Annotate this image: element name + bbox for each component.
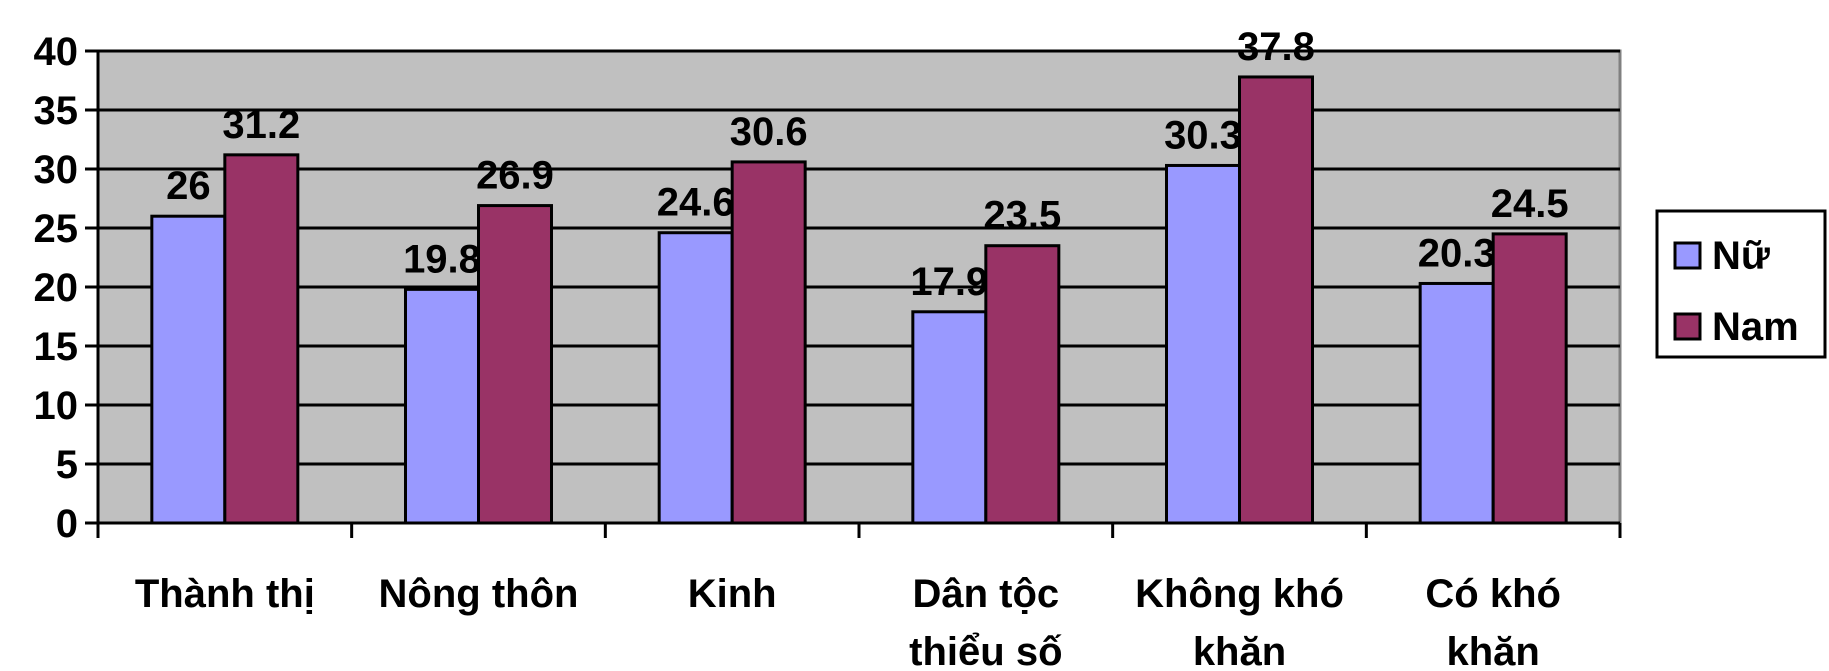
data-label: 26 <box>166 164 211 208</box>
x-category-label: Nông thôn <box>379 572 579 616</box>
data-label: 31.2 <box>222 103 300 147</box>
data-label: 17.9 <box>910 260 988 304</box>
legend-swatch <box>1675 314 1700 339</box>
y-tick-label: 30 <box>34 148 79 192</box>
data-label: 30.3 <box>1164 113 1242 157</box>
x-category-label: Kinh <box>688 572 777 616</box>
bar-nu <box>406 289 479 523</box>
x-category-label: Không khó <box>1135 572 1344 616</box>
data-label: 23.5 <box>983 194 1061 238</box>
bar-nu <box>913 312 986 523</box>
y-tick-label: 0 <box>56 502 78 546</box>
bar-nam <box>479 206 552 523</box>
data-label: 20.3 <box>1418 231 1496 275</box>
legend-swatch <box>1675 243 1700 268</box>
y-tick-label: 35 <box>34 89 79 133</box>
bar-nam <box>732 162 805 523</box>
data-label: 24.5 <box>1491 182 1569 226</box>
bar-nam <box>1493 234 1566 523</box>
bar-nam <box>986 246 1059 523</box>
data-label: 19.8 <box>403 237 481 281</box>
y-tick-label: 20 <box>34 266 79 310</box>
data-label: 24.6 <box>657 181 735 225</box>
y-tick-label: 10 <box>34 384 79 428</box>
x-category-label: khăn <box>1193 630 1286 671</box>
y-tick-label: 40 <box>34 30 79 74</box>
data-label: 37.8 <box>1237 25 1315 69</box>
bar-nam <box>225 155 298 523</box>
y-tick-label: 5 <box>56 443 78 487</box>
bar-nu <box>1167 165 1240 523</box>
y-tick-label: 25 <box>34 207 79 251</box>
x-category-label: thiểu số <box>909 630 1062 671</box>
x-category-label: khăn <box>1446 630 1539 671</box>
legend-label: Nữ <box>1712 234 1770 278</box>
data-label: 26.9 <box>476 154 554 198</box>
data-label: 30.6 <box>730 110 808 154</box>
x-category-label: Có khó <box>1425 572 1561 616</box>
bar-nu <box>1420 283 1493 523</box>
legend-label: Nam <box>1712 305 1799 349</box>
bar-nam <box>1240 77 1313 523</box>
x-category-label: Thành thị <box>135 572 315 616</box>
bar-nu <box>152 216 225 523</box>
bar-nu <box>659 233 732 523</box>
y-tick-label: 15 <box>34 325 79 369</box>
x-category-label: Dân tộc <box>912 572 1059 616</box>
